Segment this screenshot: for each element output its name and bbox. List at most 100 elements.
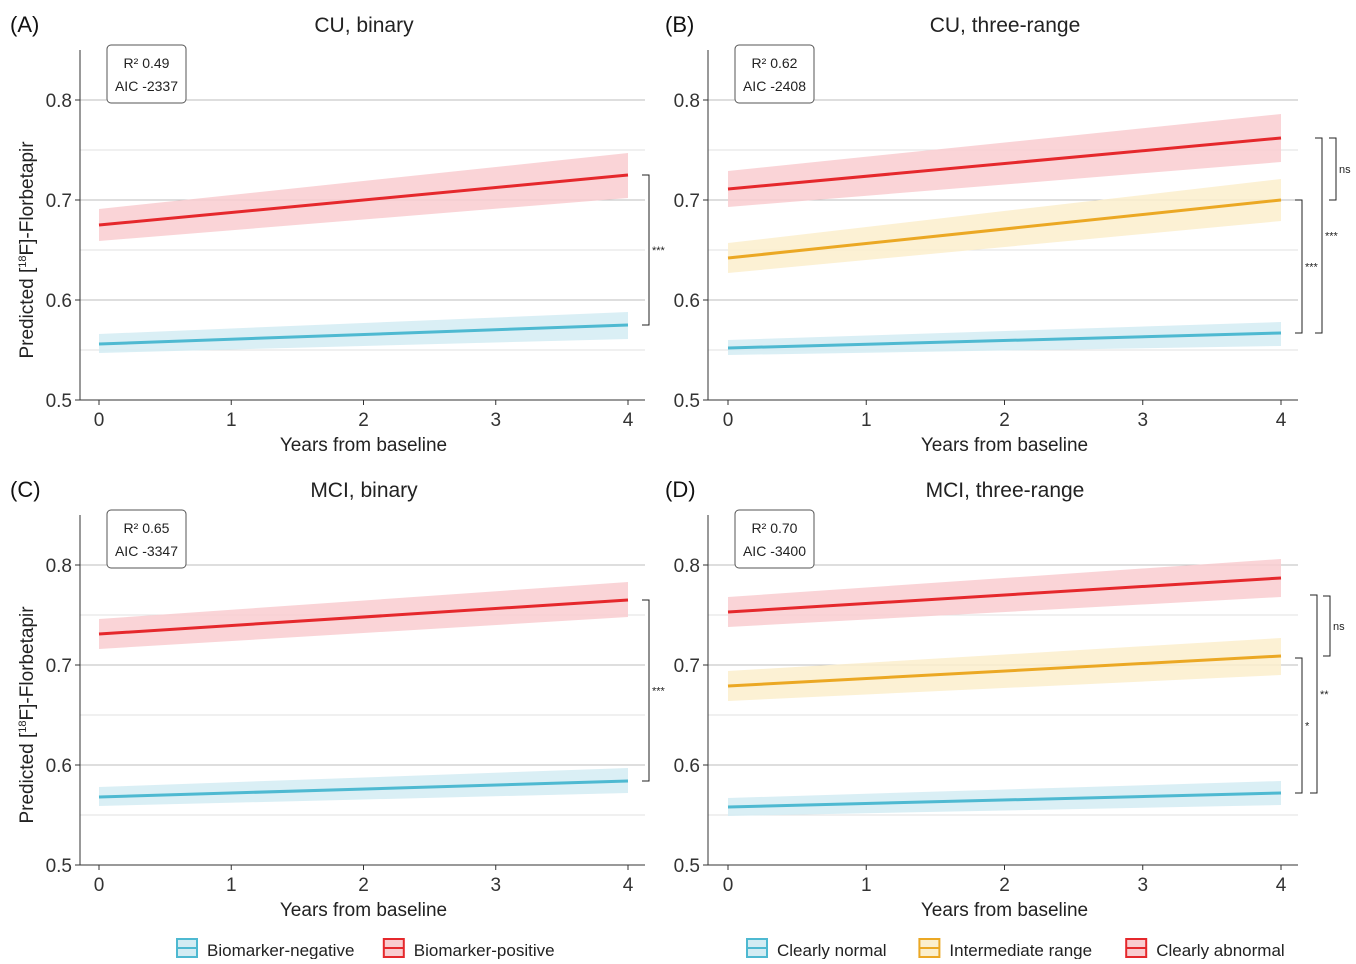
x-tick-label: 3 xyxy=(1137,875,1148,896)
fit-stats-box xyxy=(106,509,187,569)
x-tick-label: 3 xyxy=(490,410,501,431)
x-axis-label: Years from baseline xyxy=(921,435,1088,456)
aic-label: AIC -2408 xyxy=(743,78,806,94)
y-tick-label: 0.5 xyxy=(674,856,700,877)
r2-label: R² 0.65 xyxy=(124,520,170,536)
ribbon-negative xyxy=(728,322,1281,355)
y-tick-label: 0.8 xyxy=(46,556,72,577)
y-tick-label: 0.8 xyxy=(46,91,72,112)
legend-three-range: Clearly normal Intermediate range Clearly … xyxy=(746,938,1285,960)
x-tick-label: 2 xyxy=(999,410,1010,431)
significance-bracket xyxy=(642,599,650,782)
x-tick-label: 1 xyxy=(226,410,237,431)
significance-label: ns xyxy=(1333,621,1345,633)
y-axis-label: Predicted [18F]-Florbetapir xyxy=(17,606,38,824)
aic-label: AIC -3347 xyxy=(115,543,178,559)
x-axis-label: Years from baseline xyxy=(280,435,447,456)
x-tick-label: 4 xyxy=(1276,875,1287,896)
x-tick-label: 4 xyxy=(1276,410,1287,431)
panel-label: (C) xyxy=(10,477,41,502)
y-tick-label: 0.6 xyxy=(674,756,700,777)
y-tick-label: 0.6 xyxy=(46,291,72,312)
x-tick-label: 3 xyxy=(490,875,501,896)
ribbon-positive xyxy=(728,114,1281,207)
fit-stats-box xyxy=(734,44,815,104)
ribbon-positive xyxy=(728,559,1281,627)
series-line-negative xyxy=(98,779,629,799)
x-tick-label: 0 xyxy=(723,875,734,896)
y-tick-label: 0.5 xyxy=(46,391,72,412)
series-line-positive xyxy=(98,598,629,636)
x-axis-label: Years from baseline xyxy=(921,900,1088,921)
panel-d: 0.5 0.6 0.7 0.8 0 1 2 3 4 Years from baseline (D) M… xyxy=(665,477,1345,921)
significance-label: *** xyxy=(652,245,666,257)
significance-bracket xyxy=(1295,657,1303,794)
aic-label: AIC -3400 xyxy=(743,543,806,559)
ribbon-negative xyxy=(99,312,628,353)
legend-label: Clearly normal xyxy=(777,941,887,959)
series-line-negative xyxy=(727,331,1282,350)
aic-label: AIC -2337 xyxy=(115,78,178,94)
significance-label: *** xyxy=(1305,262,1319,274)
y-tick-label: 0.7 xyxy=(674,656,700,677)
series-line-positive xyxy=(98,173,629,227)
significance-label: * xyxy=(1305,721,1310,733)
panel-label: (B) xyxy=(665,12,694,37)
panel-title: CU, binary xyxy=(314,14,414,37)
y-axis-label: Predicted [18F]-Florbetapir xyxy=(17,141,38,359)
ribbon-intermediate xyxy=(728,179,1281,273)
y-tick-label: 0.8 xyxy=(674,556,700,577)
significance-label: *** xyxy=(652,686,666,698)
significance-label: ns xyxy=(1339,164,1351,176)
x-tick-label: 1 xyxy=(861,410,872,431)
x-tick-label: 2 xyxy=(999,875,1010,896)
panel-label: (D) xyxy=(665,477,696,502)
y-tick-label: 0.7 xyxy=(46,191,72,212)
panel-label: (A) xyxy=(10,12,39,37)
x-tick-label: 3 xyxy=(1137,410,1148,431)
series-line-positive xyxy=(727,136,1282,191)
panel-b: 0.5 0.6 0.7 0.8 0 1 2 3 4 Years from baseline (B) C… xyxy=(665,12,1351,456)
y-tick-label: 0.7 xyxy=(674,191,700,212)
y-tick-label: 0.7 xyxy=(46,656,72,677)
x-tick-label: 1 xyxy=(861,875,872,896)
legend-binary: Biomarker-negative Biomarker-positive xyxy=(176,938,555,960)
r2-label: R² 0.62 xyxy=(752,55,798,71)
x-tick-label: 4 xyxy=(623,875,634,896)
panel-a: 0.5 0.6 0.7 0.8 0 1 2 3 4 Years from baseline Pred… xyxy=(10,12,666,456)
x-tick-label: 0 xyxy=(94,410,105,431)
series-line-negative xyxy=(727,791,1282,809)
series-line-positive xyxy=(727,576,1282,614)
fit-stats-box xyxy=(734,509,815,569)
series-line-intermediate xyxy=(727,654,1282,688)
x-tick-label: 2 xyxy=(358,875,369,896)
panel-c: 0.5 0.6 0.7 0.8 0 1 2 3 4 Years from baseline Pred… xyxy=(10,477,666,921)
panel-title: CU, three-range xyxy=(930,14,1081,37)
r2-label: R² 0.70 xyxy=(752,520,798,536)
fit-stats-box xyxy=(106,44,187,104)
x-tick-label: 1 xyxy=(226,875,237,896)
panel-title: MCI, binary xyxy=(310,479,418,502)
ribbon-negative xyxy=(99,768,628,806)
significance-bracket xyxy=(1315,137,1323,334)
y-tick-label: 0.8 xyxy=(674,91,700,112)
y-tick-label: 0.5 xyxy=(674,391,700,412)
x-tick-label: 2 xyxy=(358,410,369,431)
legend-label: Biomarker-positive xyxy=(414,941,555,959)
x-tick-label: 4 xyxy=(623,410,634,431)
significance-bracket xyxy=(1310,594,1318,794)
significance-bracket xyxy=(1323,595,1331,657)
x-tick-label: 0 xyxy=(723,410,734,431)
significance-label: *** xyxy=(1325,231,1339,243)
significance-bracket xyxy=(1295,199,1303,334)
y-tick-label: 0.6 xyxy=(674,291,700,312)
significance-bracket xyxy=(1329,137,1337,201)
series-line-intermediate xyxy=(727,198,1282,260)
legend-label: Intermediate range xyxy=(949,941,1092,959)
legend-label: Clearly abnormal xyxy=(1156,941,1285,959)
series-line-negative xyxy=(98,323,629,346)
panel-title: MCI, three-range xyxy=(926,479,1085,502)
x-tick-label: 0 xyxy=(94,875,105,896)
